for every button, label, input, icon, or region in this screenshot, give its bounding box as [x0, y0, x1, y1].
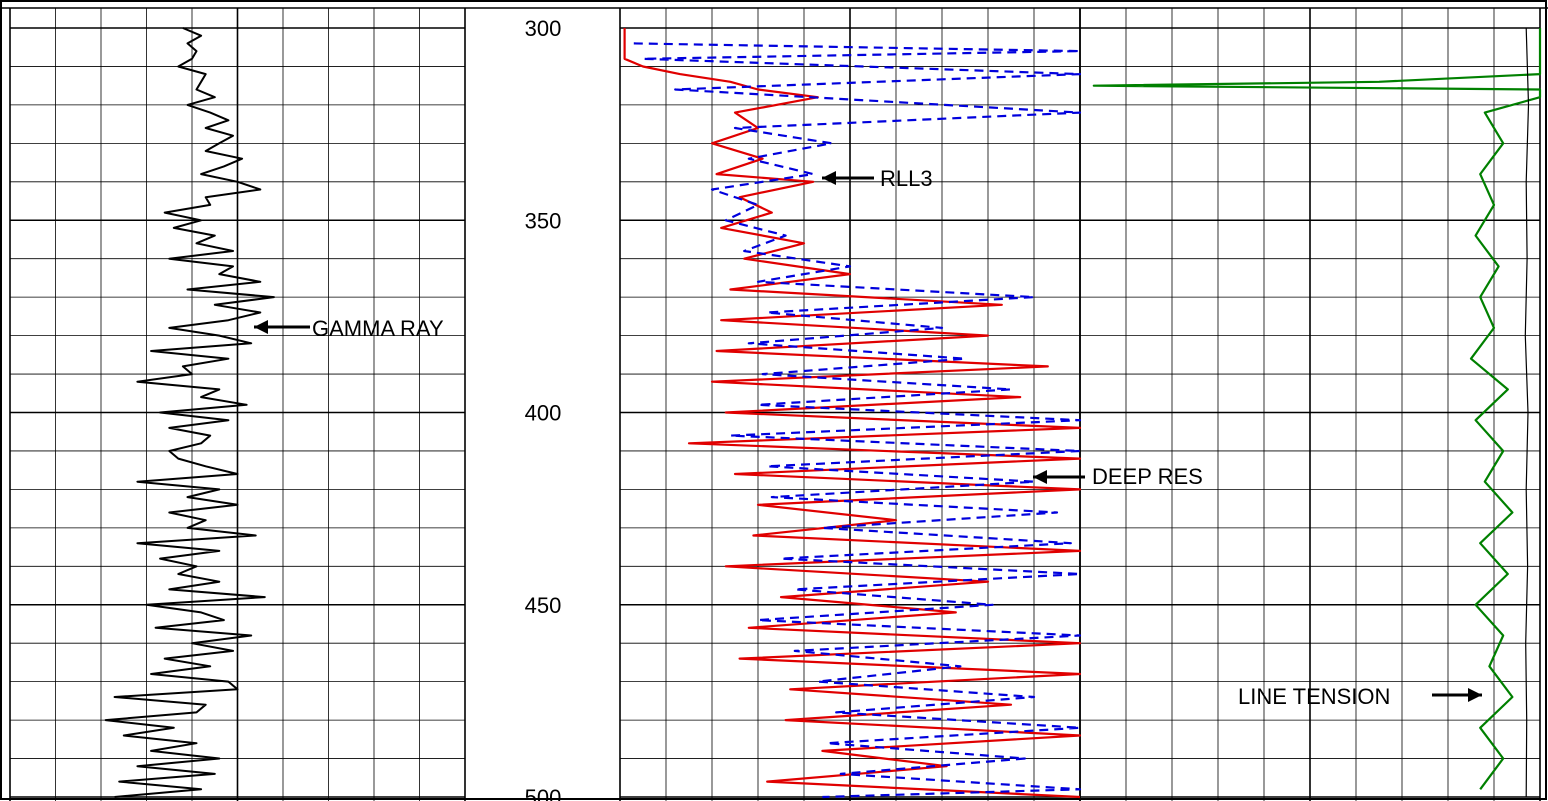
deep_res-label: DEEP RES: [1092, 464, 1203, 489]
gamma-ray-curve: [104, 27, 275, 798]
tension-ref-curve: [1524, 27, 1530, 798]
depth-tick-label: 450: [525, 593, 562, 618]
deep_res-arrow-icon: [1033, 470, 1047, 484]
annotations: GAMMA RAY RLL3 DEEP RES LINE TENSION: [254, 166, 1482, 709]
depth-tick-label: 300: [525, 16, 562, 41]
depth-tick-label: 500: [525, 785, 562, 801]
line_tension-label: LINE TENSION: [1238, 684, 1390, 709]
depth-tick-label: 400: [525, 401, 562, 426]
gamma_ray-arrow-icon: [254, 320, 268, 334]
gamma_ray-label: GAMMA RAY: [312, 316, 444, 341]
line-tension-curve: [1092, 28, 1542, 790]
depth-tick-label: 350: [525, 208, 562, 233]
depth-axis: 300 350 400 450 500: [525, 16, 562, 801]
series-layer: [104, 27, 1542, 799]
rll3-curve: [623, 28, 1082, 799]
rll3-arrow-icon: [822, 171, 836, 185]
line_tension-arrow-icon: [1468, 688, 1482, 702]
rll3-label: RLL3: [880, 166, 933, 191]
deep-res-curve: [633, 42, 1082, 799]
